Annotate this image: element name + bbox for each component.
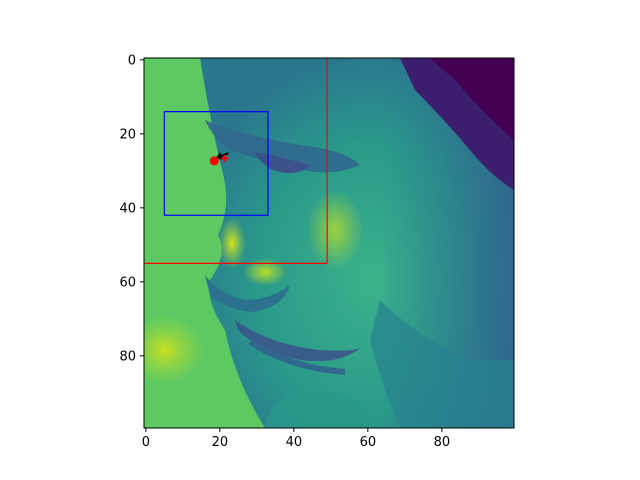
overlays — [144, 58, 328, 264]
blue-box — [163, 111, 269, 216]
y-axis: 0 20 40 60 80 — [119, 53, 144, 364]
red-point — [209, 156, 219, 166]
x-tick-label: 80 — [434, 435, 451, 450]
face-image — [144, 58, 514, 428]
y-tick-label: 80 — [119, 349, 136, 364]
cross-marker — [221, 154, 229, 162]
y-tick-label: 60 — [119, 275, 136, 290]
x-tick-label: 40 — [286, 435, 303, 450]
x-tick-label: 20 — [212, 435, 229, 450]
x-tick-label: 60 — [360, 435, 377, 450]
x-tick-label: 0 — [142, 435, 150, 450]
y-tick-label: 20 — [119, 127, 136, 142]
x-axis: 0 20 40 60 80 — [142, 428, 450, 450]
y-tick-label: 40 — [119, 201, 136, 216]
axes-frame — [143, 57, 515, 429]
y-tick-label: 0 — [128, 53, 136, 68]
